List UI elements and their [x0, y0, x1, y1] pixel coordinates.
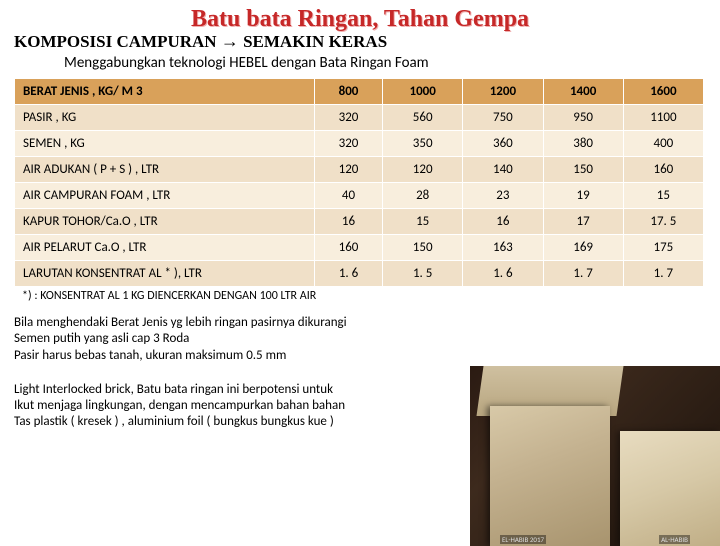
- table-row: PASIR , KG 320 560 750 950 1100: [15, 105, 704, 131]
- header-label: BERAT JENIS , KG/ M 3: [15, 79, 315, 105]
- cell: 360: [463, 131, 543, 157]
- col-1200: 1200: [463, 79, 543, 105]
- cell: 1100: [623, 105, 703, 131]
- cell: 950: [543, 105, 623, 131]
- brick-photo: EL-HABIB 2017 AL-HABIB: [470, 366, 720, 546]
- cell: 120: [383, 157, 463, 183]
- cell: 160: [623, 157, 703, 183]
- table-row: AIR CAMPURAN FOAM , LTR 40 28 23 19 15: [15, 183, 704, 209]
- note-line: Semen putih yang asli cap 3 Roda: [14, 331, 720, 347]
- table-row: AIR ADUKAN ( P + S ) , LTR 120 120 140 1…: [15, 157, 704, 183]
- cell: 150: [543, 157, 623, 183]
- main-title: Batu bata Ringan, Tahan Gempa: [0, 6, 720, 33]
- cell: 23: [463, 183, 543, 209]
- cell: 380: [543, 131, 623, 157]
- cell: 400: [623, 131, 703, 157]
- description-line: Menggabungkan teknologi HEBEL dengan Bat…: [0, 54, 720, 72]
- row-label: AIR CAMPURAN FOAM , LTR: [15, 183, 315, 209]
- footnote: *) : KONSENTRAT AL 1 KG DIENCERKAN DENGA…: [0, 289, 720, 303]
- cell: 28: [383, 183, 463, 209]
- cell: 320: [315, 131, 383, 157]
- col-1600: 1600: [623, 79, 703, 105]
- brick-left-shape: [490, 406, 610, 546]
- row-label: AIR ADUKAN ( P + S ) , LTR: [15, 157, 315, 183]
- cell: 750: [463, 105, 543, 131]
- table-row: KAPUR TOHOR/Ca.O , LTR 16 15 16 17 17. 5: [15, 209, 704, 235]
- cell: 160: [315, 235, 383, 261]
- cell: 560: [383, 105, 463, 131]
- notes-paragraph-1: Bila menghendaki Berat Jenis yg lebih ri…: [0, 315, 720, 364]
- brick-right-shape: [620, 431, 720, 546]
- cell: 150: [383, 235, 463, 261]
- cell: 350: [383, 131, 463, 157]
- cell: 140: [463, 157, 543, 183]
- note-line: Pasir harus bebas tanah, ukuran maksimum…: [14, 348, 720, 364]
- table-row: LARUTAN KONSENTRAT AL * ), LTR 1. 6 1. 5…: [15, 261, 704, 287]
- cell: 1. 7: [623, 261, 703, 287]
- col-1400: 1400: [543, 79, 623, 105]
- cell: 15: [623, 183, 703, 209]
- subtitle-bar: KOMPOSISI CAMPURAN → SEMAKIN KERAS: [0, 31, 720, 52]
- row-label: LARUTAN KONSENTRAT AL * ), LTR: [15, 261, 315, 287]
- row-label: SEMEN , KG: [15, 131, 315, 157]
- cell: 1. 6: [315, 261, 383, 287]
- cell: 15: [383, 209, 463, 235]
- col-1000: 1000: [383, 79, 463, 105]
- row-label: AIR PELARUT Ca.O , LTR: [15, 235, 315, 261]
- cell: 16: [463, 209, 543, 235]
- row-label: KAPUR TOHOR/Ca.O , LTR: [15, 209, 315, 235]
- cell: 1. 6: [463, 261, 543, 287]
- subtitle-left: KOMPOSISI CAMPURAN: [14, 32, 217, 51]
- cell: 17. 5: [623, 209, 703, 235]
- subtitle-right: SEMAKIN KERAS: [243, 32, 387, 51]
- cell: 16: [315, 209, 383, 235]
- cell: 163: [463, 235, 543, 261]
- table-row: AIR PELARUT Ca.O , LTR 160 150 163 169 1…: [15, 235, 704, 261]
- table-header-row: BERAT JENIS , KG/ M 3 800 1000 1200 1400…: [15, 79, 704, 105]
- cell: 1. 5: [383, 261, 463, 287]
- cell: 169: [543, 235, 623, 261]
- arrow-icon: →: [221, 31, 239, 51]
- note-line: Bila menghendaki Berat Jenis yg lebih ri…: [14, 315, 720, 331]
- composition-table: BERAT JENIS , KG/ M 3 800 1000 1200 1400…: [14, 78, 704, 287]
- row-label: PASIR , KG: [15, 105, 315, 131]
- cell: 320: [315, 105, 383, 131]
- table-row: SEMEN , KG 320 350 360 380 400: [15, 131, 704, 157]
- cell: 1. 7: [543, 261, 623, 287]
- cell: 120: [315, 157, 383, 183]
- cell: 17: [543, 209, 623, 235]
- cell: 175: [623, 235, 703, 261]
- cell: 19: [543, 183, 623, 209]
- col-800: 800: [315, 79, 383, 105]
- cell: 40: [315, 183, 383, 209]
